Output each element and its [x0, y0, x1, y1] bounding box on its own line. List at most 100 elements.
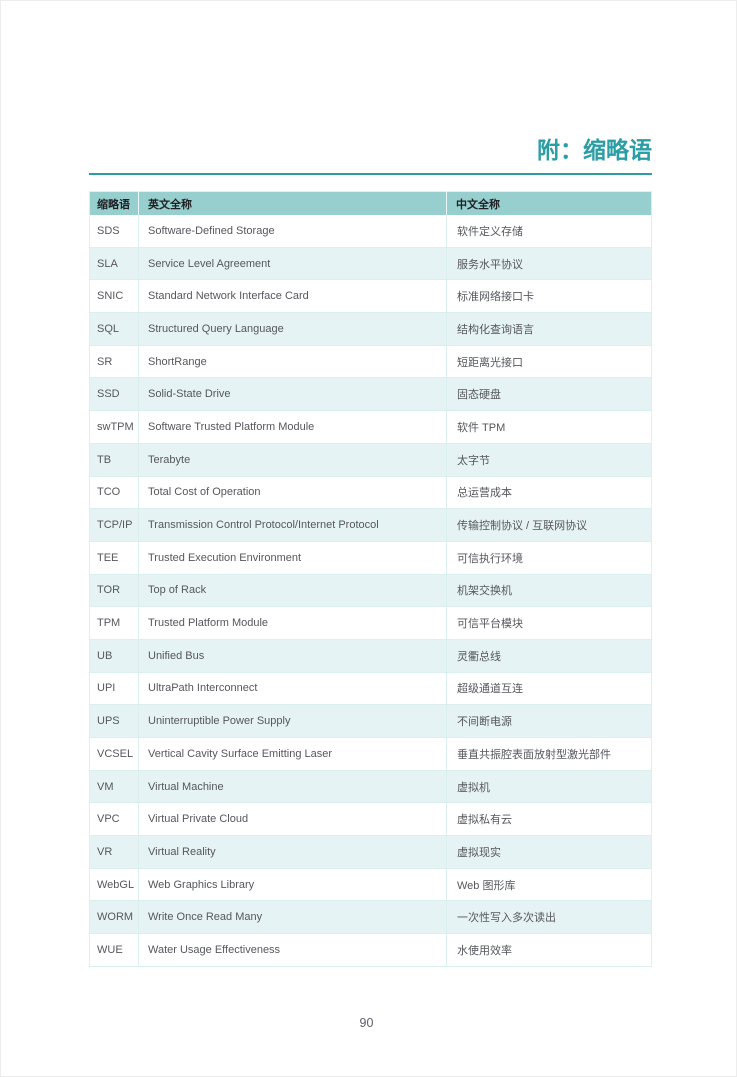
cell-abbreviation: VPC — [89, 802, 139, 837]
table-row: swTPM Software Trusted Platform Module 软… — [89, 410, 652, 444]
table-row: TCO Total Cost of Operation 总运营成本 — [89, 476, 652, 510]
table-body: SDS Software-Defined Storage 软件定义存储 SLA … — [89, 215, 652, 967]
cell-abbreviation: TEE — [89, 541, 139, 575]
cell-abbreviation: WebGL — [89, 868, 139, 902]
cell-english-name: ShortRange — [138, 345, 447, 379]
table-row: WORM Write Once Read Many 一次性写入多次读出 — [89, 900, 652, 935]
column-header-abbreviation: 缩略语 — [89, 191, 139, 215]
cell-english-name: Water Usage Effectiveness — [138, 933, 447, 967]
cell-english-name: Virtual Machine — [138, 770, 447, 804]
cell-english-name: Software Trusted Platform Module — [138, 410, 447, 444]
cell-english-name: Vertical Cavity Surface Emitting Laser — [138, 737, 447, 771]
table-row: TEE Trusted Execution Environment 可信执行环境 — [89, 541, 652, 575]
table-row: TPM Trusted Platform Module 可信平台模块 — [89, 606, 652, 640]
cell-abbreviation: VM — [89, 770, 139, 804]
abbreviation-table-container: 缩略语 英文全称 中文全称 SDS Software-Defined Stora… — [89, 191, 652, 967]
cell-abbreviation: SQL — [89, 312, 139, 346]
title-divider — [89, 173, 652, 175]
cell-chinese-name: 传输控制协议 / 互联网协议 — [446, 508, 652, 542]
table-row: SR ShortRange 短距离光接口 — [89, 345, 652, 379]
cell-english-name: Structured Query Language — [138, 312, 447, 346]
table-row: SLA Service Level Agreement 服务水平协议 — [89, 247, 652, 281]
cell-english-name: Web Graphics Library — [138, 868, 447, 902]
cell-english-name: Uninterruptible Power Supply — [138, 704, 447, 738]
cell-chinese-name: 机架交换机 — [446, 574, 652, 608]
cell-abbreviation: UPS — [89, 704, 139, 738]
cell-chinese-name: 不间断电源 — [446, 704, 652, 738]
cell-english-name: Trusted Execution Environment — [138, 541, 447, 575]
cell-chinese-name: Web 图形库 — [446, 868, 652, 902]
cell-abbreviation: VCSEL — [89, 737, 139, 771]
cell-chinese-name: 软件定义存储 — [446, 215, 652, 248]
cell-chinese-name: 结构化查询语言 — [446, 312, 652, 346]
cell-abbreviation: TPM — [89, 606, 139, 640]
cell-english-name: Unified Bus — [138, 639, 447, 673]
cell-english-name: Transmission Control Protocol/Internet P… — [138, 508, 447, 542]
cell-chinese-name: 水使用效率 — [446, 933, 652, 967]
cell-chinese-name: 虚拟私有云 — [446, 802, 652, 837]
page-number: 90 — [359, 1016, 374, 1030]
cell-chinese-name: 垂直共振腔表面放射型激光部件 — [446, 737, 652, 771]
cell-abbreviation: SLA — [89, 247, 139, 281]
cell-english-name: Virtual Private Cloud — [138, 802, 447, 837]
cell-english-name: Service Level Agreement — [138, 247, 447, 281]
table-row: WebGL Web Graphics Library Web 图形库 — [89, 868, 652, 902]
cell-english-name: Trusted Platform Module — [138, 606, 447, 640]
cell-english-name: Terabyte — [138, 443, 447, 477]
cell-chinese-name: 软件 TPM — [446, 410, 652, 444]
cell-abbreviation: SDS — [89, 215, 139, 248]
cell-english-name: UltraPath Interconnect — [138, 672, 447, 706]
cell-abbreviation: UB — [89, 639, 139, 673]
cell-english-name: Total Cost of Operation — [138, 476, 447, 510]
cell-english-name: Solid-State Drive — [138, 377, 447, 412]
cell-abbreviation: TCO — [89, 476, 139, 510]
table-row: VR Virtual Reality 虚拟现实 — [89, 835, 652, 869]
table-row: UPS Uninterruptible Power Supply 不间断电源 — [89, 704, 652, 738]
cell-abbreviation: WORM — [89, 900, 139, 935]
column-header-chinese-name: 中文全称 — [446, 191, 652, 215]
abbreviation-table: 缩略语 英文全称 中文全称 SDS Software-Defined Stora… — [89, 191, 652, 967]
cell-chinese-name: 可信平台模块 — [446, 606, 652, 640]
cell-abbreviation: SNIC — [89, 279, 139, 314]
table-row: SSD Solid-State Drive 固态硬盘 — [89, 377, 652, 412]
cell-chinese-name: 总运营成本 — [446, 476, 652, 510]
table-row: SDS Software-Defined Storage 软件定义存储 — [89, 215, 652, 248]
cell-chinese-name: 太字节 — [446, 443, 652, 477]
cell-abbreviation: SSD — [89, 377, 139, 412]
cell-chinese-name: 短距离光接口 — [446, 345, 652, 379]
table-row: WUE Water Usage Effectiveness 水使用效率 — [89, 933, 652, 967]
cell-abbreviation: VR — [89, 835, 139, 869]
table-header: 缩略语 英文全称 中文全称 — [89, 191, 652, 215]
cell-abbreviation: SR — [89, 345, 139, 379]
cell-english-name: Standard Network Interface Card — [138, 279, 447, 314]
cell-english-name: Virtual Reality — [138, 835, 447, 869]
cell-chinese-name: 服务水平协议 — [446, 247, 652, 281]
cell-abbreviation: TB — [89, 443, 139, 477]
cell-english-name: Top of Rack — [138, 574, 447, 608]
table-row: UB Unified Bus 灵衢总线 — [89, 639, 652, 673]
cell-abbreviation: WUE — [89, 933, 139, 967]
column-header-english-name: 英文全称 — [138, 191, 447, 215]
table-row: TCP/IP Transmission Control Protocol/Int… — [89, 508, 652, 542]
cell-abbreviation: swTPM — [89, 410, 139, 444]
table-row: VCSEL Vertical Cavity Surface Emitting L… — [89, 737, 652, 771]
cell-chinese-name: 固态硬盘 — [446, 377, 652, 412]
cell-chinese-name: 一次性写入多次读出 — [446, 900, 652, 935]
cell-chinese-name: 灵衢总线 — [446, 639, 652, 673]
cell-abbreviation: TOR — [89, 574, 139, 608]
cell-abbreviation: TCP/IP — [89, 508, 139, 542]
cell-abbreviation: UPI — [89, 672, 139, 706]
page-title: 附：缩略语 — [537, 137, 652, 163]
table-row: SNIC Standard Network Interface Card 标准网… — [89, 279, 652, 314]
cell-english-name: Write Once Read Many — [138, 900, 447, 935]
cell-english-name: Software-Defined Storage — [138, 215, 447, 248]
table-row: VPC Virtual Private Cloud 虚拟私有云 — [89, 802, 652, 837]
cell-chinese-name: 超级通道互连 — [446, 672, 652, 706]
table-row: SQL Structured Query Language 结构化查询语言 — [89, 312, 652, 346]
table-row: TOR Top of Rack 机架交换机 — [89, 574, 652, 608]
cell-chinese-name: 虚拟现实 — [446, 835, 652, 869]
table-row: VM Virtual Machine 虚拟机 — [89, 770, 652, 804]
table-row: TB Terabyte 太字节 — [89, 443, 652, 477]
table-row: UPI UltraPath Interconnect 超级通道互连 — [89, 672, 652, 706]
